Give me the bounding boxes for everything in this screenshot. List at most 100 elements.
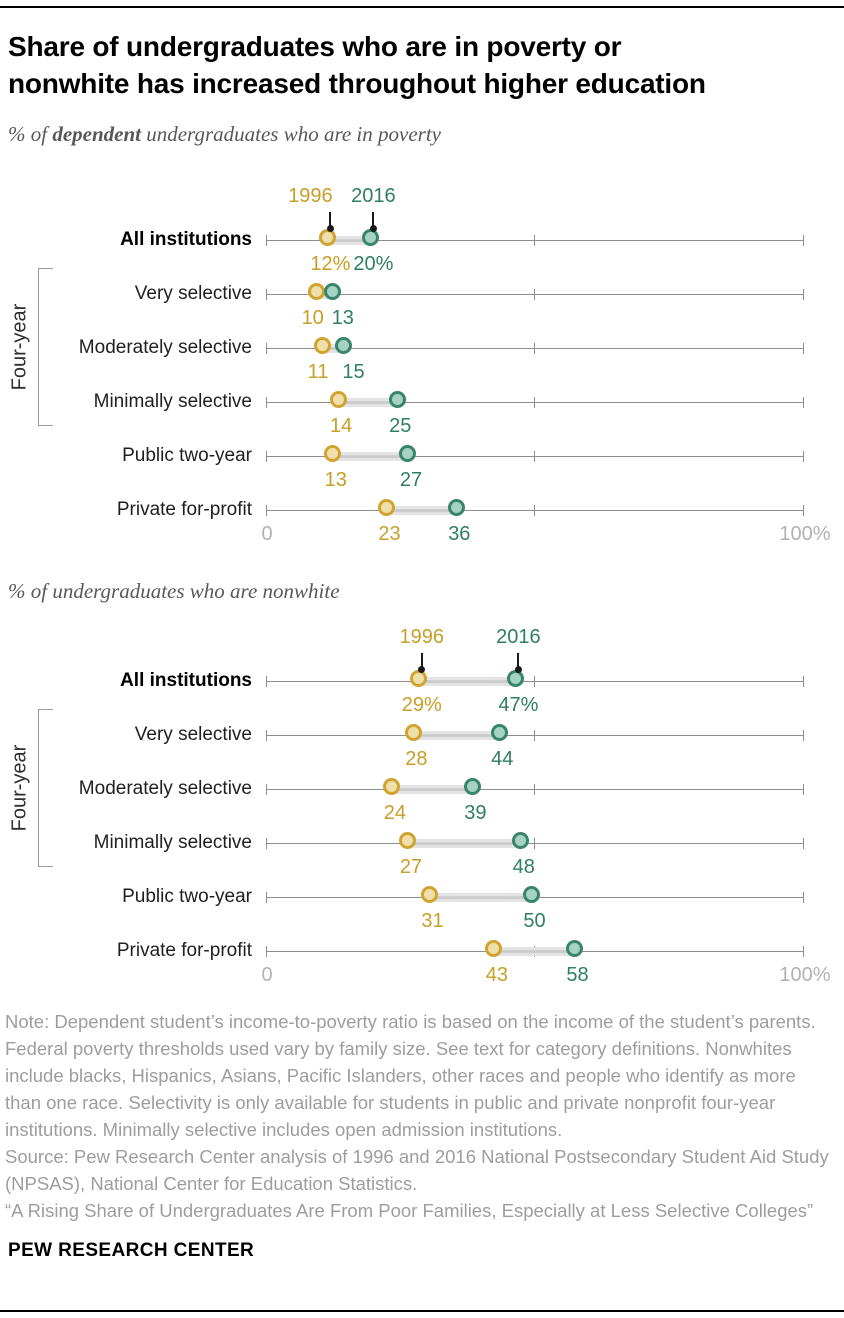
- axis-tick-max: [802, 784, 804, 795]
- row-label: Private for-profit: [116, 940, 252, 961]
- axis-tick-min: [265, 235, 267, 246]
- value-label-1996: 12%: [310, 253, 351, 275]
- legend-label-1996: 1996: [288, 185, 333, 207]
- poverty-dumbbell-chart: 1996 2016 All institutions 12% 20% Very selec…: [0, 185, 844, 553]
- group-bracket-label: Four-year: [8, 303, 31, 391]
- row-label: Moderately selective: [78, 337, 252, 358]
- row-label: All institutions: [120, 229, 252, 250]
- dot-1996: [308, 282, 326, 300]
- axis-tick-max: [802, 397, 804, 408]
- axis-min-label: 0: [261, 523, 273, 545]
- connector-band: [432, 892, 535, 902]
- group-bracket-arm-top: [38, 709, 53, 710]
- report-title-text: “A Rising Share of Undergraduates Are Fr…: [5, 1200, 814, 1221]
- value-label-2016: 20%: [353, 253, 394, 275]
- axis-tick-max: [802, 289, 804, 300]
- dot-2016: [324, 282, 342, 300]
- axis-tick-max: [802, 343, 804, 354]
- value-label-2016: 13: [331, 307, 354, 329]
- legend-label-2016: 2016: [351, 185, 396, 207]
- axis-tick-mid: [534, 397, 535, 408]
- value-label-1996: 24: [383, 802, 406, 824]
- axis-tick-max: [802, 451, 804, 462]
- axis-tick-max: [802, 892, 804, 903]
- axis-tick-mid: [534, 505, 535, 516]
- axis-tick-min: [265, 505, 267, 516]
- axis-max-label: 100%: [779, 964, 831, 986]
- legend-pointer-dot-2016: [514, 666, 522, 673]
- page-title: Share of undergraduates who are in pover…: [8, 28, 836, 102]
- dot-2016: [388, 390, 406, 408]
- pew-chart-page: { "header": { "title_lines": [ "Share of…: [0, 6, 844, 1318]
- axis-tick-min: [265, 946, 267, 957]
- value-label-1996: 28: [405, 748, 428, 770]
- dot-2016: [447, 498, 465, 516]
- axis-tick-mid: [534, 343, 535, 354]
- group-bracket-arm-bottom: [38, 425, 53, 426]
- top-rule: [0, 6, 844, 8]
- dot-2016: [399, 444, 417, 462]
- row-label: Very selective: [134, 724, 252, 745]
- axis-tick-max: [802, 505, 804, 516]
- legend-label-1996: 1996: [399, 626, 444, 648]
- axis-tick-mid: [534, 235, 535, 246]
- axis-tick-max: [802, 730, 804, 741]
- group-bracket-line: [38, 709, 39, 867]
- subtitle-prefix: % of: [8, 122, 53, 146]
- value-label-2016: 44: [491, 748, 514, 770]
- value-label-1996: 14: [330, 415, 353, 437]
- row-label: Private for-profit: [116, 499, 252, 520]
- nonwhite-chart-subtitle: % of undergraduates who are nonwhite: [8, 579, 836, 604]
- value-label-2016: 50: [523, 910, 546, 932]
- row-label: Minimally selective: [93, 832, 252, 853]
- value-label-2016: 47%: [498, 694, 539, 716]
- value-label-1996: 29%: [401, 694, 442, 716]
- dot-2016: [512, 831, 530, 849]
- dot-1996: [404, 723, 422, 741]
- page-title-line-2: nonwhite has increased throughout higher…: [8, 68, 706, 99]
- subtitle-emphasis: dependent: [52, 122, 141, 146]
- dot-1996: [324, 444, 342, 462]
- axis-tick-mid: [534, 838, 535, 849]
- value-label-2016: 58: [566, 964, 589, 986]
- value-label-2016: 39: [464, 802, 487, 824]
- value-label-1996: 10: [301, 307, 324, 329]
- connector-band: [330, 235, 374, 245]
- axis-tick-min: [265, 730, 267, 741]
- row-label: Minimally selective: [93, 391, 252, 412]
- dot-2016: [490, 723, 508, 741]
- subtitle-prefix: % of undergraduates who are nonwhite: [8, 579, 340, 603]
- value-label-2016: 48: [512, 856, 535, 878]
- subtitle-suffix: undergraduates who are in poverty: [140, 122, 441, 146]
- legend-pointer-dot-1996: [326, 225, 334, 232]
- poverty-chart-subtitle: % of dependent undergraduates who are in…: [8, 122, 836, 147]
- axis-tick-min: [265, 343, 267, 354]
- legend-label-2016: 2016: [496, 626, 541, 648]
- connector-band: [496, 946, 578, 956]
- legend-pointer-dot-1996: [418, 666, 426, 673]
- axis-tick-mid: [534, 730, 535, 741]
- value-label-1996: 23: [378, 523, 401, 545]
- value-label-2016: 36: [448, 523, 471, 545]
- axis-tick-min: [265, 784, 267, 795]
- dot-1996: [383, 777, 401, 795]
- connector-band: [341, 397, 401, 407]
- axis-tick-max: [802, 676, 804, 687]
- axis-tick-mid: [534, 289, 535, 300]
- legend-pointer-dot-2016: [369, 225, 377, 232]
- dot-2016: [523, 885, 540, 903]
- axis-tick-mid: [534, 451, 535, 462]
- axis-tick-mid: [534, 784, 535, 795]
- dot-1996: [313, 336, 331, 354]
- bottom-rule: [0, 1310, 844, 1312]
- legend-pointer-line-2016: [372, 212, 375, 227]
- group-bracket-arm-bottom: [38, 866, 53, 867]
- value-label-1996: 11: [307, 361, 329, 383]
- nonwhite-dumbbell-chart: 1996 2016 All institutions 29% 47% Very selec…: [0, 626, 844, 994]
- value-label-2016: 27: [399, 469, 423, 491]
- axis-tick-min: [265, 838, 267, 849]
- dot-2016: [335, 336, 353, 354]
- axis-max-label: 100%: [779, 523, 831, 545]
- connector-band: [389, 505, 460, 515]
- value-label-1996: 13: [324, 469, 347, 491]
